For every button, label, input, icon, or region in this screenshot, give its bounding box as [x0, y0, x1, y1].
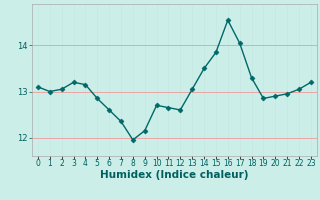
X-axis label: Humidex (Indice chaleur): Humidex (Indice chaleur) [100, 170, 249, 180]
